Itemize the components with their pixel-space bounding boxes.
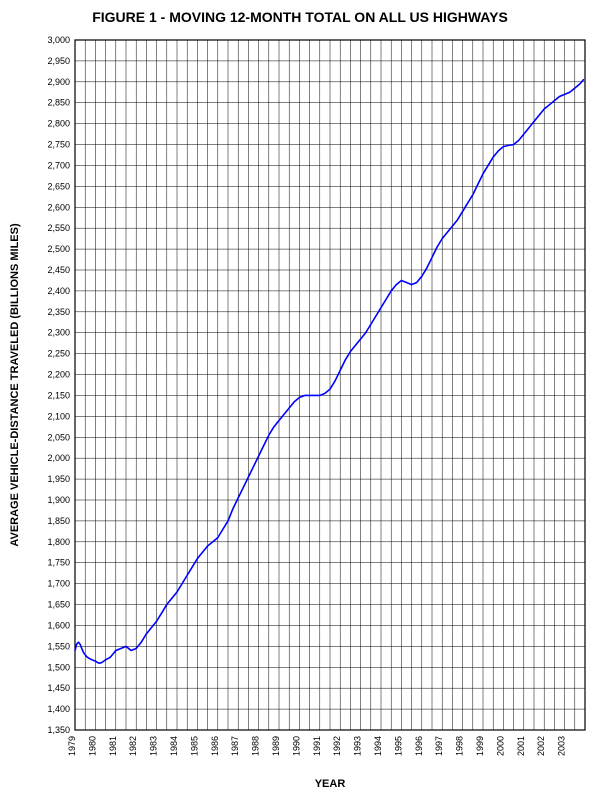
y-tick-label: 1,750 [47, 558, 70, 568]
y-tick-label: 1,550 [47, 641, 70, 651]
y-tick-label: 1,950 [47, 474, 70, 484]
y-tick-label: 2,700 [47, 160, 70, 170]
y-tick-label: 2,350 [47, 307, 70, 317]
y-tick-label: 1,450 [47, 683, 70, 693]
y-tick-label: 1,500 [47, 662, 70, 672]
x-tick-label: 1997 [434, 736, 444, 756]
line-chart: FIGURE 1 - MOVING 12-MONTH TOTAL ON ALL … [0, 0, 600, 800]
y-tick-label: 1,800 [47, 537, 70, 547]
y-tick-label: 1,900 [47, 495, 70, 505]
x-tick-label: 2000 [495, 736, 505, 756]
y-tick-label: 1,350 [47, 725, 70, 735]
x-axis-label: YEAR [315, 778, 346, 790]
y-tick-label: 2,800 [47, 119, 70, 129]
y-tick-label: 2,100 [47, 411, 70, 421]
x-tick-label: 1980 [87, 736, 97, 756]
x-tick-label: 1995 [393, 736, 403, 756]
y-tick-label: 2,050 [47, 432, 70, 442]
x-tick-label: 1988 [251, 736, 261, 756]
y-tick-label: 2,250 [47, 349, 70, 359]
y-tick-label: 2,900 [47, 77, 70, 87]
x-tick-label: 2002 [536, 736, 546, 756]
x-tick-label: 1992 [332, 736, 342, 756]
x-tick-label: 1993 [353, 736, 363, 756]
chart-container: FIGURE 1 - MOVING 12-MONTH TOTAL ON ALL … [0, 0, 600, 800]
x-tick-label: 1991 [312, 736, 322, 756]
y-tick-label: 1,700 [47, 579, 70, 589]
y-tick-label: 2,950 [47, 56, 70, 66]
y-tick-label: 1,850 [47, 516, 70, 526]
x-tick-label: 1990 [291, 736, 301, 756]
x-tick-label: 1986 [210, 736, 220, 756]
y-tick-label: 2,650 [47, 181, 70, 191]
y-tick-label: 2,150 [47, 390, 70, 400]
y-tick-label: 1,400 [47, 704, 70, 714]
y-tick-label: 1,650 [47, 600, 70, 610]
x-tick-label: 1984 [169, 736, 179, 756]
x-tick-label: 1998 [455, 736, 465, 756]
y-tick-label: 2,200 [47, 370, 70, 380]
x-tick-label: 1983 [149, 736, 159, 756]
y-tick-label: 3,000 [47, 35, 70, 45]
y-tick-label: 2,500 [47, 244, 70, 254]
x-tick-label: 2001 [516, 736, 526, 756]
y-axis-label: AVERAGE VEHICLE-DISTANCE TRAVELED (BILLI… [9, 223, 21, 547]
chart-title: FIGURE 1 - MOVING 12-MONTH TOTAL ON ALL … [92, 9, 508, 25]
y-tick-label: 2,600 [47, 202, 70, 212]
x-tick-label: 1989 [271, 736, 281, 756]
x-tick-label: 2003 [557, 736, 567, 756]
x-tick-label: 1987 [230, 736, 240, 756]
y-tick-label: 1,600 [47, 620, 70, 630]
x-tick-label: 1985 [189, 736, 199, 756]
y-tick-label: 2,750 [47, 140, 70, 150]
x-tick-label: 1979 [67, 736, 77, 756]
y-tick-label: 2,450 [47, 265, 70, 275]
x-tick-label: 1996 [414, 736, 424, 756]
x-tick-label: 1994 [373, 736, 383, 756]
y-tick-label: 2,400 [47, 286, 70, 296]
y-tick-label: 2,550 [47, 223, 70, 233]
y-tick-label: 2,300 [47, 328, 70, 338]
x-tick-label: 1982 [128, 736, 138, 756]
y-tick-label: 2,000 [47, 453, 70, 463]
x-tick-label: 1999 [475, 736, 485, 756]
x-tick-label: 1981 [108, 736, 118, 756]
y-tick-label: 2,850 [47, 98, 70, 108]
